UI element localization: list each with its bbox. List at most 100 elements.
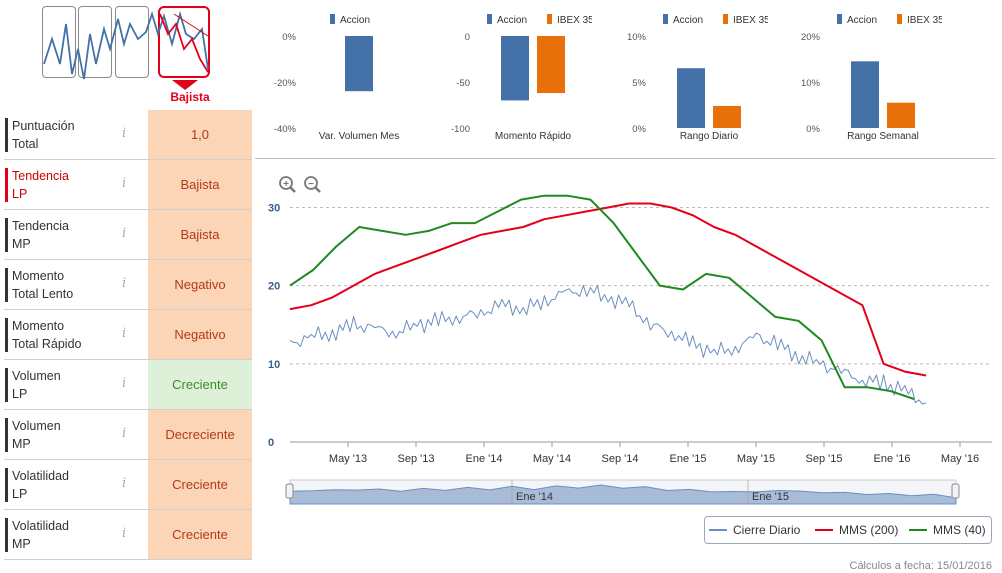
trend-thumb-flat-2[interactable] xyxy=(115,6,149,78)
score-row: Momento Total Rápido i Negativo xyxy=(4,310,252,360)
y-tick-label: -20% xyxy=(274,78,297,89)
score-label: Volatilidad MP xyxy=(12,517,112,553)
score-label-line2: MP xyxy=(12,537,31,551)
score-value: Creciente xyxy=(148,460,252,509)
price-chart[interactable]: + − 0 10 20 30 May '13 Sep '13 Ene '14 May '14 Sep… xyxy=(260,166,995,512)
info-icon[interactable]: i xyxy=(122,326,127,341)
legend-label: IBEX 35 xyxy=(733,15,768,26)
info-icon[interactable]: i xyxy=(122,476,127,491)
legend-swatch xyxy=(837,14,842,24)
zoom-out-icon[interactable]: − xyxy=(304,176,321,193)
row-marker xyxy=(5,118,8,152)
navigator-handle-right[interactable] xyxy=(951,483,960,499)
row-marker xyxy=(5,318,8,352)
legend-label: Accion xyxy=(340,15,370,26)
y-tick-label: -50 xyxy=(456,78,470,89)
chart-rango-diario: Accion IBEX 35 10% 5% 0% Rango Diario xyxy=(627,14,768,142)
svg-text:+: + xyxy=(283,179,289,190)
x-tick-label: May '14 xyxy=(533,453,571,465)
x-tick-label: Ene '15 xyxy=(670,453,707,465)
info-icon[interactable]: i xyxy=(122,276,127,291)
trend-selector: Bajista xyxy=(38,4,216,106)
legend-item[interactable]: Cierre Diario xyxy=(709,523,800,537)
score-row: Tendencia LP i Bajista xyxy=(4,160,252,210)
y-tick-label: -40% xyxy=(274,124,297,135)
info-icon[interactable]: i xyxy=(122,526,127,541)
x-tick-label: May '13 xyxy=(329,453,367,465)
bar xyxy=(537,36,565,94)
legend-label: Accion xyxy=(847,15,877,26)
x-tick-label: May '15 xyxy=(737,453,775,465)
bar xyxy=(345,36,373,92)
y-tick-label: 0 xyxy=(465,32,470,43)
zoom-in-icon[interactable]: + xyxy=(279,176,296,193)
score-label: Volumen LP xyxy=(12,367,112,403)
score-row: Tendencia MP i Bajista xyxy=(4,210,252,260)
x-tick-label: Sep '13 xyxy=(398,453,435,465)
score-label-line1: Volumen xyxy=(12,419,61,433)
y-tick-label: 20 xyxy=(268,281,280,293)
score-label-line1: Puntuación xyxy=(12,119,75,133)
trend-thumb-up[interactable] xyxy=(42,6,76,78)
legend-swatch xyxy=(663,14,668,24)
chart-title: Var. Volumen Mes xyxy=(319,131,399,142)
score-label: Puntuación Total xyxy=(12,117,112,153)
navigator-handle-left[interactable] xyxy=(285,483,294,499)
y-tick-label: 0 xyxy=(268,437,274,449)
score-label: Momento Total Lento xyxy=(12,267,112,303)
section-divider xyxy=(255,158,995,159)
trend-label: Bajista xyxy=(170,90,210,104)
score-value: 1,0 xyxy=(148,110,252,159)
info-icon[interactable]: i xyxy=(122,176,127,191)
y-tick-label: 10 xyxy=(268,359,280,371)
row-marker xyxy=(5,218,8,252)
legend-item[interactable]: MMS (40) xyxy=(909,523,986,537)
series-cierre-diario xyxy=(289,284,927,405)
score-row: Volumen MP i Decreciente xyxy=(4,410,252,460)
legend-label: Accion xyxy=(497,15,527,26)
info-icon[interactable]: i xyxy=(122,126,127,141)
score-row: Volumen LP i Creciente xyxy=(4,360,252,410)
score-value: Decreciente xyxy=(148,410,252,459)
score-label-line2: Total xyxy=(12,137,39,151)
legend-swatch xyxy=(723,14,728,24)
score-row: Puntuación Total i 1,0 xyxy=(4,110,252,160)
calc-date: Cálculos a fecha: 15/01/2016 xyxy=(849,560,993,572)
legend-item[interactable]: MMS (200) xyxy=(815,523,898,537)
score-label-line1: Tendencia xyxy=(12,169,69,183)
legend-swatch xyxy=(330,14,335,24)
score-label: Tendencia LP xyxy=(12,167,112,203)
legend-swatch xyxy=(487,14,492,24)
y-tick-label: 30 xyxy=(268,202,280,214)
score-value: Bajista xyxy=(148,160,252,209)
info-icon[interactable]: i xyxy=(122,426,127,441)
chart-rango-semanal: Accion IBEX 35 20% 10% 0% Rango Semanal xyxy=(801,14,942,142)
score-label-line2: MP xyxy=(12,237,31,251)
legend-line xyxy=(709,529,727,531)
legend-line xyxy=(815,529,833,531)
score-value: Negativo xyxy=(148,310,252,359)
chart-legend: Cierre Diario MMS (200) MMS (40) xyxy=(704,516,992,544)
bar xyxy=(677,68,705,128)
x-tick-label: Ene '16 xyxy=(874,453,911,465)
legend-label: Cierre Diario xyxy=(733,523,801,537)
legend-label: MMS (40) xyxy=(933,523,986,537)
trend-thumb-flat[interactable] xyxy=(78,6,112,78)
legend-label: IBEX 35 xyxy=(557,15,592,26)
score-label: Volatilidad LP xyxy=(12,467,112,503)
x-tick-label: Ene '14 xyxy=(466,453,503,465)
row-marker xyxy=(5,518,8,552)
score-value: Creciente xyxy=(148,510,252,559)
navigator-area xyxy=(289,484,957,505)
info-icon[interactable]: i xyxy=(122,226,127,241)
navigator-label: Ene '15 xyxy=(752,491,789,503)
score-label: Volumen MP xyxy=(12,417,112,453)
trend-thumb-lines xyxy=(43,10,209,90)
score-label-line2: MP xyxy=(12,437,31,451)
info-icon[interactable]: i xyxy=(122,376,127,391)
legend-swatch xyxy=(897,14,902,24)
score-value: Bajista xyxy=(148,210,252,259)
x-tick-label: Sep '14 xyxy=(602,453,639,465)
y-tick-label: 10% xyxy=(801,78,821,89)
trend-thumb-down[interactable] xyxy=(158,6,210,78)
